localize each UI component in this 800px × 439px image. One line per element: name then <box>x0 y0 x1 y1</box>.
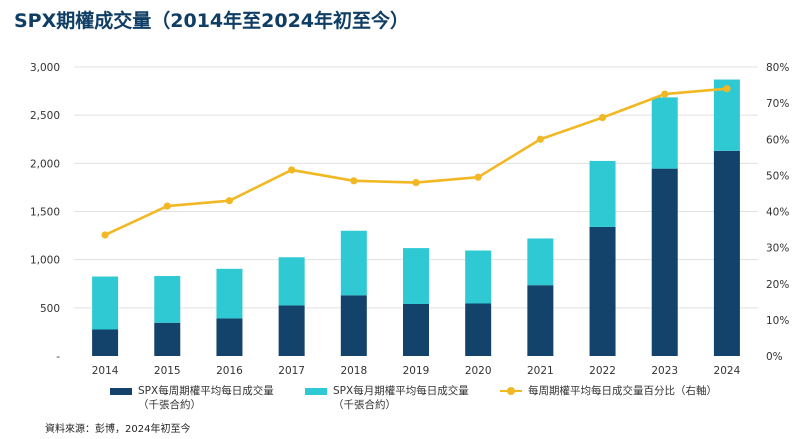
bar-weekly <box>465 303 492 356</box>
y-left-tick-label: 2,500 <box>30 110 60 122</box>
x-tick-label: 2022 <box>589 365 616 377</box>
bar-monthly <box>340 230 367 296</box>
bar-weekly <box>154 322 181 356</box>
bar-monthly <box>92 276 119 330</box>
source-note: 資料來源：彭博，2024年初至今 <box>45 424 191 435</box>
x-tick-label: 2018 <box>340 365 367 377</box>
bar-weekly <box>651 168 678 356</box>
x-tick-label: 2021 <box>527 365 554 377</box>
y-left-tick-label: - <box>56 351 60 363</box>
y-left-tick-label: 2,000 <box>30 158 60 170</box>
y-right-tick-label: 70% <box>766 98 789 110</box>
x-tick-label: 2016 <box>216 365 243 377</box>
legend-swatch-monthly <box>305 388 327 395</box>
bar-monthly <box>651 97 678 169</box>
y-right-tick-label: 10% <box>766 315 789 327</box>
x-tick-label: 2024 <box>714 365 741 377</box>
bar-weekly <box>403 303 429 356</box>
legend-line-pct <box>500 384 522 398</box>
legend-swatch-weekly <box>110 388 132 395</box>
x-tick-label: 2015 <box>154 365 181 377</box>
legend: SPX每周期權平均每日成交量 （千張合約） SPX每月期權平均每日成交量 （千張合約… <box>0 384 800 418</box>
y-left-tick-label: 1,500 <box>30 207 60 219</box>
line-pct-point <box>723 85 731 93</box>
chart-title: SPX期權成交量（2014年至2024年初至今） <box>14 10 410 32</box>
chart-area: - 500 1,000 1,500 2,000 2,500 3,000 0% 10% 20% 30%… <box>30 62 789 377</box>
x-tick-label: 2020 <box>465 365 492 377</box>
line-pct-point <box>101 231 109 239</box>
line-pct-point <box>225 197 234 205</box>
bar-monthly <box>589 160 616 227</box>
y-left-tick-label: 500 <box>40 303 60 315</box>
legend-monthly-unit: （千張合約） <box>333 399 396 411</box>
y-right-tick-label: 0% <box>766 351 783 363</box>
bar-monthly <box>154 276 181 323</box>
legend-item-monthly: SPX每月期權平均每日成交量 （千張合約） <box>305 384 469 412</box>
y-right-tick-label: 80% <box>766 62 789 74</box>
bar-weekly <box>527 285 554 356</box>
line-pct-point <box>536 135 544 143</box>
bar-weekly <box>216 318 243 356</box>
line-pct-point <box>350 177 358 185</box>
legend-monthly-label: SPX每月期權平均每日成交量 <box>333 385 469 397</box>
y-right-tick-label: 40% <box>766 207 789 219</box>
legend-pct-label: 每周期權平均每日成交量百分比（右軸） <box>528 385 717 397</box>
y-right-tick-label: 50% <box>766 170 789 182</box>
y-left-tick-label: 3,000 <box>30 62 60 74</box>
bar-weekly <box>340 295 367 356</box>
bar-weekly <box>713 150 740 356</box>
bar-weekly <box>92 329 119 356</box>
bar-weekly <box>278 305 305 356</box>
bar-weekly <box>589 226 616 356</box>
x-tick-label: 2017 <box>278 365 305 377</box>
bar-monthly <box>216 268 243 319</box>
x-tick-label: 2014 <box>92 365 119 377</box>
legend-item-pct: 每周期權平均每日成交量百分比（右軸） <box>500 384 717 398</box>
line-pct-point <box>661 90 669 98</box>
legend-item-weekly: SPX每周期權平均每日成交量 （千張合約） <box>110 384 274 412</box>
legend-weekly-label: SPX每周期權平均每日成交量 <box>138 385 274 397</box>
bar-monthly <box>465 250 492 304</box>
line-pct-point <box>163 202 171 210</box>
line-pct-point <box>288 166 296 174</box>
line-pct-point <box>598 113 607 122</box>
line-pct-point <box>412 179 420 187</box>
y-left-tick-label: 1,000 <box>30 255 60 267</box>
bar-monthly <box>403 248 429 304</box>
x-tick-label: 2019 <box>403 365 430 377</box>
y-right-tick-label: 20% <box>766 279 789 291</box>
bar-monthly <box>527 238 554 286</box>
y-right-tick-label: 60% <box>766 134 789 146</box>
y-right-tick-label: 30% <box>766 243 789 255</box>
line-pct-point <box>474 173 482 181</box>
bar-monthly <box>278 257 305 306</box>
line-pct-series <box>104 87 728 237</box>
legend-weekly-unit: （千張合約） <box>138 399 201 411</box>
x-tick-label: 2023 <box>651 365 678 377</box>
